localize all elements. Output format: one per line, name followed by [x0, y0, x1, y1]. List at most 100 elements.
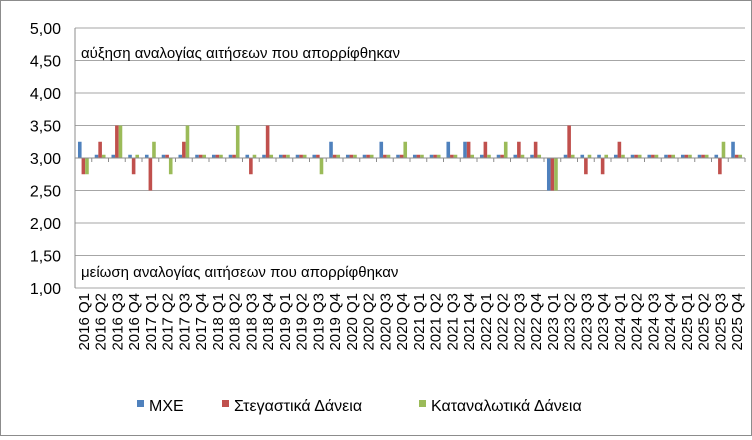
x-tick-label: 2025 Q4 — [729, 293, 746, 351]
x-tick-label: 2022 Q4 — [528, 293, 545, 351]
x-tick-label: 2023 Q1 — [545, 293, 562, 351]
x-tick-label: 2017 Q4 — [193, 293, 210, 351]
bar — [135, 154, 140, 158]
x-tick-label: 2023 Q4 — [595, 293, 612, 351]
x-tick-label: 2021 Q4 — [461, 293, 478, 351]
bar — [654, 154, 659, 158]
bar — [470, 154, 475, 158]
x-axis — [74, 28, 746, 288]
bar — [496, 154, 501, 158]
x-tick-label: 2016 Q2 — [93, 293, 110, 351]
bar — [202, 154, 207, 158]
bar — [463, 141, 467, 158]
annotation-increase: αύξηση αναλογίας αιτήσεων που απορρίφθηκ… — [81, 45, 400, 62]
bar — [383, 154, 387, 158]
x-tick-label: 2018 Q3 — [243, 293, 260, 351]
bar — [386, 154, 391, 158]
bar — [550, 158, 555, 191]
bar — [617, 141, 622, 158]
bar — [671, 154, 676, 158]
bar — [479, 154, 484, 158]
bar — [530, 154, 534, 158]
bar — [429, 154, 434, 158]
bar — [697, 154, 702, 158]
bar — [396, 154, 400, 158]
bar — [533, 141, 538, 158]
x-tick-label: 2021 Q2 — [428, 293, 445, 351]
bar — [366, 154, 370, 158]
bar — [563, 154, 568, 158]
y-tick-label: 5,00 — [30, 21, 61, 38]
x-tick-label: 2021 Q3 — [444, 293, 461, 351]
x-tick-label: 2022 Q2 — [495, 293, 512, 351]
bar — [483, 141, 488, 158]
bar — [302, 154, 307, 158]
bar — [215, 154, 220, 158]
bar — [403, 141, 408, 158]
bar — [245, 154, 250, 158]
y-tick-label: 4,00 — [30, 86, 61, 103]
x-tick-label: 2016 Q3 — [109, 293, 126, 351]
bar — [664, 154, 668, 158]
bar — [81, 158, 86, 175]
bar — [517, 141, 521, 158]
x-tick-label: 2020 Q3 — [377, 293, 394, 351]
bar — [738, 154, 743, 158]
bar — [651, 154, 655, 158]
x-tick-label: 2016 Q1 — [76, 293, 93, 351]
y-tick-label: 3,50 — [30, 119, 61, 136]
bar — [228, 154, 233, 158]
bar — [101, 154, 106, 158]
bar — [621, 154, 625, 158]
bar — [345, 154, 350, 158]
bar — [613, 154, 618, 158]
bar — [433, 154, 437, 158]
x-tick-label: 2025 Q2 — [696, 293, 713, 351]
bar — [412, 154, 417, 158]
bar — [634, 154, 638, 158]
x-axis-tick-labels: 2016 Q1 2016 Q2 2016 Q3 2016 Q4 2017 Q1 2017 … — [76, 293, 746, 351]
bar — [316, 154, 320, 158]
x-tick-label: 2019 Q1 — [277, 293, 294, 351]
x-tick-label: 2019 Q4 — [327, 293, 344, 351]
bar — [453, 154, 458, 158]
bar — [667, 154, 672, 158]
bar — [450, 154, 454, 158]
bar — [600, 158, 605, 175]
bar — [178, 154, 183, 158]
legend-label: ΜΧΕ — [149, 398, 184, 415]
x-tick-label: 2020 Q4 — [394, 293, 411, 351]
bar — [77, 141, 82, 158]
bar — [131, 158, 136, 175]
bar — [115, 125, 119, 158]
bar — [185, 125, 190, 158]
bar — [604, 154, 609, 158]
bar — [503, 141, 508, 158]
legend: ΜΧΕ Στεγαστικά Δάνεια Καταναλωτικά Δάνεια — [137, 398, 582, 415]
annotation-decrease: μείωση αναλογίας αιτήσεων που απορρίφθηκ… — [81, 264, 398, 281]
bar — [299, 154, 303, 158]
bar — [704, 154, 709, 158]
bar — [554, 158, 558, 191]
x-tick-label: 2025 Q1 — [679, 293, 696, 351]
bar — [446, 141, 451, 158]
y-tick-label: 1,50 — [30, 249, 61, 266]
bar — [688, 154, 692, 158]
bar — [684, 154, 689, 158]
bar — [420, 154, 424, 158]
bar — [118, 125, 123, 158]
bar — [537, 154, 542, 158]
bar — [379, 141, 384, 158]
bar — [111, 154, 116, 158]
x-tick-label: 2017 Q1 — [143, 293, 160, 351]
legend-swatch — [137, 400, 144, 407]
bar — [567, 125, 571, 158]
x-tick-label: 2020 Q1 — [344, 293, 361, 351]
y-tick-label: 4,50 — [30, 54, 61, 71]
bar — [319, 158, 324, 175]
legend-swatch — [419, 400, 426, 407]
bar — [128, 154, 132, 158]
bar — [98, 141, 102, 158]
bar — [466, 141, 471, 158]
